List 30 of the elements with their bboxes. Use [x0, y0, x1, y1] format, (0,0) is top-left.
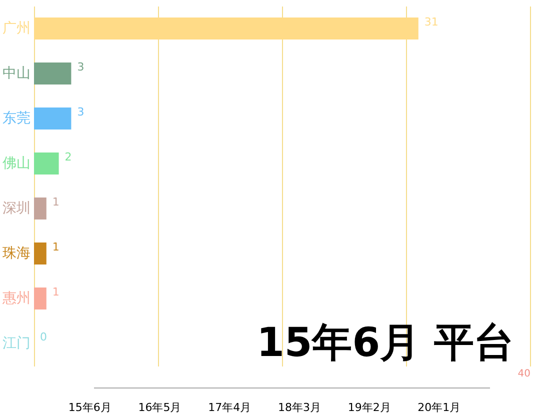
- y-tick-label: 广州: [2, 20, 30, 36]
- text: 19年2月: [348, 401, 391, 414]
- data-label: 2: [64, 150, 72, 164]
- text: 16年5月: [138, 401, 182, 414]
- y-tick-label: 深圳: [2, 200, 30, 216]
- data-label: 1: [52, 196, 60, 208]
- bar: [34, 288, 46, 310]
- text: 17年4月: [208, 401, 252, 414]
- data-label: 3: [77, 60, 84, 74]
- y-tick-label: 佛山: [2, 156, 30, 172]
- y-tick-label: 中山: [2, 66, 30, 82]
- bar: [34, 242, 46, 264]
- data-label: 31: [424, 16, 438, 28]
- bar: [34, 152, 59, 174]
- y-tick-label: 珠海: [2, 246, 30, 262]
- bar: [34, 198, 46, 220]
- y-tick-label: 江门: [2, 336, 30, 352]
- text: 15年6月: [68, 401, 112, 414]
- data-label: 1: [52, 286, 60, 298]
- data-label: 0: [40, 330, 47, 344]
- bar: [34, 108, 72, 130]
- text: 20年1月: [418, 401, 461, 414]
- bar: [34, 62, 72, 84]
- y-tick-label: 东莞: [2, 110, 30, 126]
- text: 15年6月 平台: [256, 320, 514, 366]
- x-tick-label: 40: [518, 368, 530, 380]
- text: 18年3月: [278, 401, 321, 414]
- data-label: 3: [77, 106, 84, 118]
- y-tick-label: 惠州: [2, 290, 30, 306]
- data-label: 1: [52, 240, 60, 254]
